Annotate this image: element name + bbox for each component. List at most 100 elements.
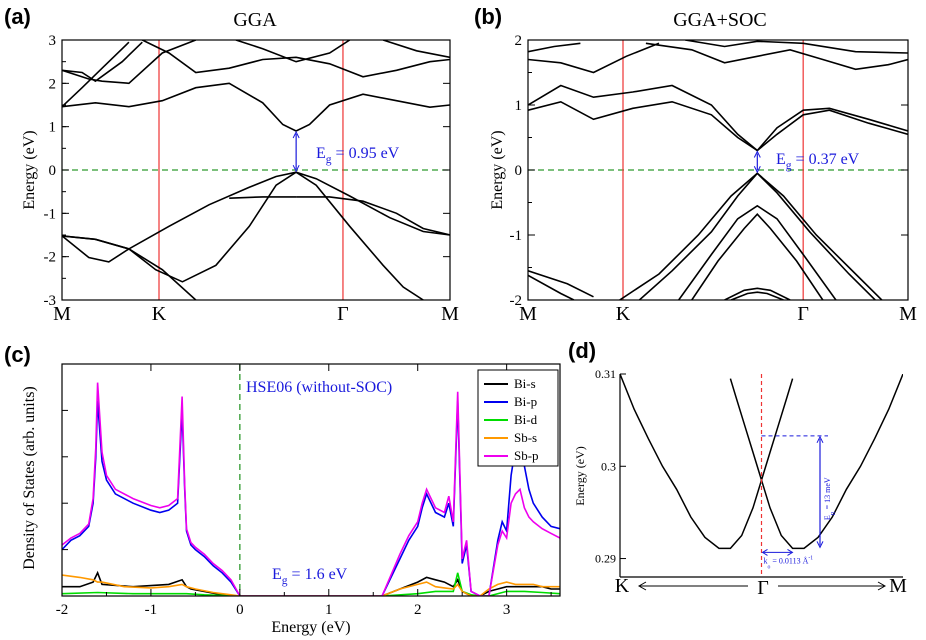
- panel-c-ylabel: Density of States (arb. units): [21, 386, 38, 570]
- k0-arrowhead-right: [787, 548, 794, 556]
- band-line: [685, 40, 908, 54]
- y-tick-label: 0: [515, 163, 523, 179]
- legend-label: Bi-s: [514, 376, 536, 391]
- k-point-label: Γ: [337, 303, 349, 325]
- k-point-label: K: [152, 303, 167, 325]
- legend-label: Bi-d: [514, 412, 538, 427]
- gap-annotation: Eg = 0.37 eV: [776, 151, 860, 172]
- series-group: [62, 382, 560, 596]
- x-tick-label: 1: [325, 602, 333, 618]
- panel-a-title: GGA: [233, 9, 277, 31]
- k-arrowhead-left: [637, 581, 647, 591]
- y-tick-label: -3: [44, 293, 57, 309]
- band-line: [645, 42, 908, 71]
- y-tick-label: -1: [510, 228, 523, 244]
- bands-group: [62, 40, 450, 300]
- y-tick-label: -2: [44, 250, 57, 266]
- er-arrowhead-down: [816, 541, 824, 549]
- panel-a-ylabel: Energy (eV): [21, 130, 38, 209]
- band-line: [729, 374, 903, 550]
- gap-arrowhead-up: [753, 150, 761, 158]
- gap-arrowhead-down: [753, 166, 761, 174]
- band-line: [691, 213, 824, 300]
- k-point-label: M: [441, 303, 459, 325]
- band-line: [235, 40, 351, 63]
- k0-annotation: ko = 0.0113 Å-1: [764, 555, 814, 570]
- band-line: [382, 40, 450, 59]
- x-tick-label: -2: [56, 602, 69, 618]
- y-tick-label: 0.3: [601, 459, 616, 473]
- band-line: [528, 100, 908, 152]
- band-line: [638, 172, 876, 300]
- dos-series-bi-s: [62, 570, 560, 596]
- band-line: [528, 270, 594, 298]
- plot-frame: [61, 363, 561, 597]
- y-tick-label: -1: [44, 206, 57, 222]
- band-line: [62, 171, 424, 300]
- y-tick-label: 3: [49, 33, 57, 49]
- band-line: [528, 42, 660, 74]
- y-tick-label: 0.29: [595, 552, 616, 566]
- panel-d-ylabel: Energy (eV): [573, 446, 587, 505]
- legend-label: Sb-s: [514, 430, 537, 445]
- band-line: [730, 291, 784, 300]
- k-point-label: M: [899, 303, 917, 325]
- k-point-label: K: [615, 575, 630, 597]
- k-arrowhead-right: [877, 581, 887, 591]
- y-tick-label: 1: [515, 98, 523, 114]
- x-tick-label: 0: [236, 602, 244, 618]
- panel-label-a: (a): [4, 4, 31, 29]
- band-line: [62, 235, 197, 300]
- dos-series-sb-s: [62, 574, 560, 596]
- gap-arrowhead-up: [292, 130, 300, 139]
- band-line: [620, 374, 794, 550]
- er-arrowhead-up: [816, 435, 824, 444]
- band-line: [62, 41, 130, 108]
- dos-series-sb-p: [62, 382, 560, 596]
- y-tick-label: 2: [515, 33, 523, 49]
- panel-c-title: HSE06 (without-SOC): [246, 379, 392, 396]
- k0-arrowhead-left: [761, 548, 768, 556]
- panel-b-ylabel: Energy (eV): [489, 130, 506, 209]
- panel-c-xlabel: Energy (eV): [271, 619, 350, 636]
- band-line: [62, 171, 450, 250]
- gap-arrowhead-down: [292, 164, 300, 173]
- panel-a-plot: -3 -2 -1 0 1 2 3 M K Γ M Eg = 0.95 eV: [44, 33, 460, 325]
- band-line: [528, 42, 581, 53]
- y-tick-label: 0.31: [595, 367, 616, 381]
- dos-series-bi-p: [62, 401, 560, 596]
- legend-label: Bi-p: [514, 394, 537, 409]
- band-line: [619, 172, 883, 300]
- k-point-label: Γ: [757, 577, 769, 599]
- dos-series-bi-d: [62, 572, 560, 596]
- panel-label-b: (b): [474, 4, 502, 29]
- panel-b-title: GGA+SOC: [673, 9, 767, 31]
- y-tick-label: -2: [510, 293, 523, 309]
- legend-box: [477, 369, 559, 467]
- er-annotation: ER = 13 meV: [823, 477, 837, 520]
- band-line: [62, 82, 450, 132]
- y-tick-label: 2: [49, 76, 57, 92]
- bands-group: [620, 374, 903, 550]
- gap-annotation: Eg = 0.95 eV: [316, 145, 400, 166]
- k-point-label: M: [53, 303, 71, 325]
- band-line: [528, 84, 908, 152]
- panel-d-plot: 0.29 0.3 0.31 ER = 13 meV ko = 0.0113 Å-1 K Γ M: [595, 367, 907, 599]
- panel-label-c: (c): [4, 342, 31, 367]
- band-line: [528, 274, 575, 300]
- band-line: [62, 40, 197, 85]
- k-point-label: M: [889, 575, 907, 597]
- k-point-label: Γ: [797, 303, 809, 325]
- k-point-label: M: [519, 303, 537, 325]
- gap-annotation: Eg = 1.6 eV: [272, 566, 348, 587]
- panel-label-d: (d): [568, 338, 596, 363]
- x-tick-label: 3: [503, 602, 511, 618]
- y-tick-label: 0: [49, 163, 57, 179]
- band-line: [724, 287, 791, 300]
- band-line: [678, 204, 837, 300]
- band-line: [62, 41, 143, 83]
- panel-b-plot: -2 -1 0 1 2 M K Γ M Eg = 0.37 eV: [510, 33, 918, 325]
- y-tick-label: 1: [49, 120, 57, 136]
- band-line: [296, 196, 450, 236]
